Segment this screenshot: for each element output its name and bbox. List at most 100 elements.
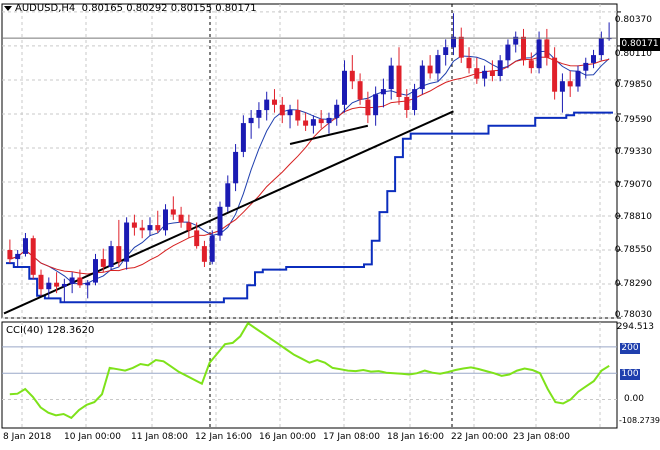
cci-indicator-label: CCI(40) 128.3620 <box>6 325 95 336</box>
bullish-candle <box>559 81 565 92</box>
bearish-candle <box>365 99 371 116</box>
price-tick: 0.78550 <box>614 245 652 255</box>
bullish-candle <box>225 183 231 207</box>
time-tick: 11 Jan 08:00 <box>131 432 188 442</box>
bullish-candle <box>310 119 316 126</box>
bullish-candle <box>591 55 596 63</box>
cci-pane-frame <box>1 321 618 429</box>
symbol-timeframe: AUDUSD,H4 <box>15 3 76 14</box>
bearish-candle <box>131 222 137 228</box>
bearish-candle <box>318 119 324 124</box>
bullish-candle <box>482 70 488 79</box>
bearish-candle <box>155 225 161 231</box>
price-tick: 0.79590 <box>614 115 652 125</box>
bullish-candle <box>342 70 347 105</box>
bearish-candle <box>194 230 200 247</box>
bullish-candle <box>46 282 52 290</box>
cci-tick: 100 <box>620 369 640 380</box>
bearish-candle <box>458 36 464 58</box>
bullish-candle <box>248 117 254 124</box>
bullish-candle <box>388 65 394 90</box>
time-tick: 8 Jan 2018 <box>3 432 52 442</box>
bearish-candle <box>30 238 36 275</box>
bullish-candle <box>505 44 511 61</box>
bearish-candle <box>349 70 355 82</box>
bearish-candle <box>521 36 526 61</box>
bearish-candle <box>528 60 534 69</box>
current-price-badge: 0.80171 <box>620 38 660 51</box>
cci-tick: -108.2739 <box>618 416 660 425</box>
bullish-candle <box>61 284 67 287</box>
time-tick: 12 Jan 16:00 <box>195 432 252 442</box>
ohlc-readout: 0.80165 0.80292 0.80155 0.80171 <box>81 3 257 14</box>
bearish-candle <box>474 68 480 79</box>
price-tick: 0.79850 <box>614 80 652 90</box>
bearish-candle <box>357 81 363 100</box>
bearish-candle <box>100 259 106 267</box>
bearish-candle <box>295 110 301 121</box>
bearish-candle <box>7 250 13 260</box>
slow-moving-average-line <box>9 56 610 275</box>
price-tick: 0.79070 <box>614 180 652 190</box>
bearish-candle <box>466 57 472 69</box>
cci-tick: 0.00 <box>623 394 644 404</box>
time-tick: 23 Jan 08:00 <box>513 432 570 442</box>
bearish-candle <box>279 104 285 116</box>
price-tick: 0.79330 <box>614 147 652 157</box>
bullish-candle <box>147 225 153 231</box>
bullish-candle <box>380 89 386 95</box>
bullish-candle <box>15 253 21 260</box>
bullish-candle <box>419 65 425 90</box>
bullish-candle <box>606 38 612 40</box>
time-tick: 18 Jan 16:00 <box>387 432 444 442</box>
bearish-candle <box>489 70 495 76</box>
time-tick: 16 Jan 00:00 <box>259 432 316 442</box>
channel-support-line <box>6 111 613 304</box>
bullish-candle <box>233 151 239 184</box>
bearish-candle <box>178 214 184 223</box>
bullish-candle <box>108 246 114 267</box>
bullish-candle <box>287 110 293 116</box>
bearish-candle <box>77 277 83 286</box>
bearish-candle <box>404 96 410 110</box>
bearish-candle <box>303 120 309 126</box>
cci-tick: 294.513 <box>616 322 654 332</box>
bullish-candle <box>240 123 246 152</box>
cci-line <box>9 321 610 420</box>
bearish-candle <box>186 222 192 231</box>
bullish-candle <box>451 36 456 48</box>
minor-trendline <box>289 124 369 146</box>
bearish-candle <box>272 99 277 105</box>
bullish-candle <box>163 209 168 231</box>
price-tick: 0.80110 <box>614 49 652 59</box>
bearish-candle <box>38 274 44 290</box>
bearish-candle <box>544 39 550 58</box>
bearish-candle <box>427 65 433 74</box>
time-tick: 10 Jan 00:00 <box>64 432 121 442</box>
bearish-candle <box>396 65 402 97</box>
bullish-candle <box>575 70 581 87</box>
bearish-candle <box>139 227 145 231</box>
bullish-candle <box>23 238 28 254</box>
bullish-candle <box>334 104 340 118</box>
time-tick: 22 Jan 00:00 <box>451 432 508 442</box>
time-tick: 17 Jan 08:00 <box>323 432 380 442</box>
chart-title: AUDUSD,H4 0.80165 0.80292 0.80155 0.8017… <box>4 3 257 14</box>
price-tick: 0.78030 <box>614 310 652 320</box>
bullish-candle <box>536 39 542 69</box>
bullish-candle <box>497 60 503 76</box>
cci-tick: 200 <box>620 343 640 354</box>
bullish-candle <box>435 55 441 74</box>
bullish-candle <box>373 94 379 116</box>
fast-moving-average-line <box>9 50 610 285</box>
bullish-candle <box>93 259 98 283</box>
bullish-candle <box>264 99 270 111</box>
bearish-candle <box>201 246 207 262</box>
dropdown-triangle-icon[interactable] <box>4 5 12 11</box>
bullish-candle <box>443 47 449 55</box>
bullish-candle <box>598 38 604 56</box>
bullish-candle <box>326 117 332 124</box>
price-tick: 0.78290 <box>614 279 652 289</box>
bullish-candle <box>69 277 75 284</box>
